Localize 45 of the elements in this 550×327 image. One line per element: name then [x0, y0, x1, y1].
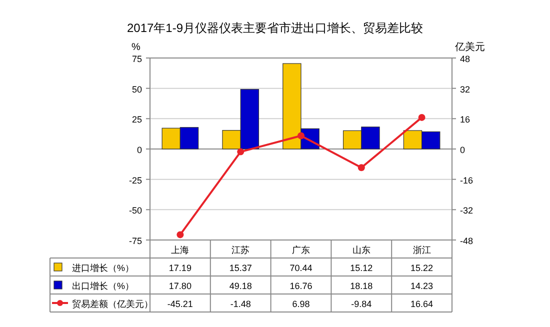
y2-tick-label: 32 [460, 84, 470, 94]
data-label: 17.80 [168, 281, 192, 291]
data-label: 15.37 [229, 263, 252, 273]
y-tick-label: -75 [128, 236, 142, 246]
x-tick-label: 山东 [352, 245, 370, 255]
data-label: 15.12 [350, 263, 373, 273]
y-tick-label: -50 [128, 206, 142, 216]
y-tick-label: 75 [132, 54, 142, 64]
data-label: 15.22 [410, 263, 434, 273]
x-tick-label: 上海 [171, 245, 190, 255]
y-axis-title: % [132, 42, 141, 53]
data-label: 18.18 [350, 281, 373, 291]
data-label: 70.44 [290, 263, 312, 273]
point [298, 132, 304, 140]
y2-tick-label: 48 [460, 54, 470, 64]
data-label: -45.21 [167, 299, 193, 309]
y2-axis-title: 亿美元 [454, 41, 485, 53]
y2-tick-label: -32 [460, 206, 474, 216]
y-tick-label: 0 [136, 145, 142, 155]
data-label: 16.76 [290, 281, 312, 291]
data-label: 17.19 [168, 263, 192, 273]
x-tick-label: 江苏 [232, 245, 250, 255]
point [176, 231, 184, 238]
y2-tick-label: -16 [460, 175, 474, 186]
y2-tick-label: 0 [460, 145, 466, 155]
y-tick-label: 25 [132, 114, 142, 125]
point [418, 114, 426, 121]
y2-tick-label: 16 [460, 114, 470, 125]
legend-label: 贸易差额（亿美元） [72, 299, 153, 309]
data-label: 16.64 [410, 299, 434, 309]
y-tick-label: 50 [132, 84, 142, 94]
data-label: 14.23 [410, 281, 434, 291]
point [358, 164, 365, 172]
data-label: -1.48 [230, 299, 251, 309]
legend-label: 进口增长（%） [72, 263, 134, 273]
data-label: -9.84 [351, 299, 372, 309]
point [237, 148, 244, 156]
title: 2017年1-9月仪器仪表主要省市进出口增长、贸易差比较 [126, 21, 424, 35]
y2-tick-label: -48 [460, 236, 474, 246]
x-tick-label: 浙江 [412, 245, 431, 255]
legend-label: 出口增长（%） [72, 281, 134, 291]
data-label: 6.98 [292, 299, 310, 309]
x-tick-label: 广东 [292, 245, 310, 255]
y-tick-label: -25 [128, 175, 142, 186]
data-label: 49.18 [229, 281, 252, 291]
